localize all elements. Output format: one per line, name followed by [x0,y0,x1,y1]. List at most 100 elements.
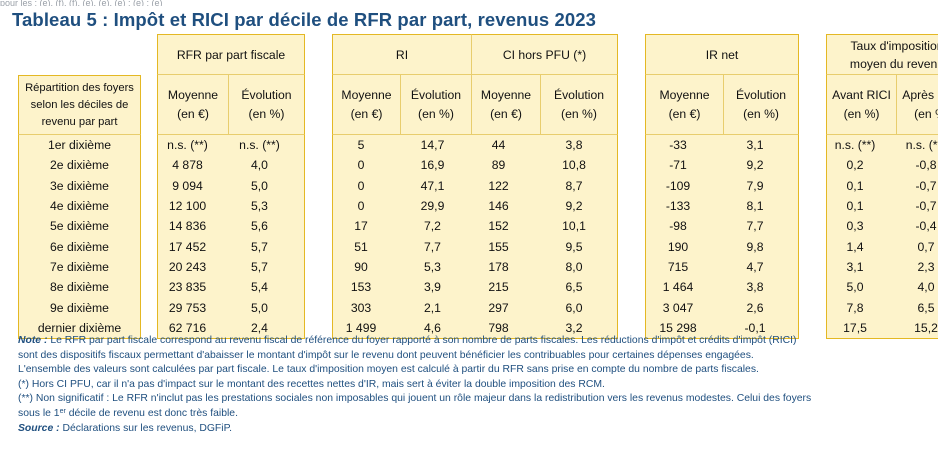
column-gap [799,256,827,278]
avant-rici-cell: 0,1 [826,175,898,196]
note-line-3: L'ensemble des valeurs sont calculées pa… [18,364,759,376]
ri-evolution-cell: 7,2 [401,216,472,237]
column-gap [141,155,157,176]
column-gap [799,297,827,318]
avant-rici-cell: n.s. (**) [826,135,898,156]
rfr-moyenne-cell: 20 243 [157,256,229,278]
ri-evolution-cell: 47,1 [401,175,472,196]
ci-moyenne-cell: 798 [472,317,541,339]
rfr-evolution-cell: 5,7 [229,236,305,257]
column-gap [141,317,157,339]
hdr-line: (en %) [248,106,285,121]
ir-evolution-cell: 7,9 [724,175,800,196]
ir-moyenne-cell: -133 [645,195,725,217]
apres-rici-header: Après RICI (en %) [897,75,938,135]
avant-rici-cell: 3,1 [826,256,898,278]
row-label: dernier dixième [18,317,141,339]
ri-moyenne-cell: 0 [332,195,401,217]
ri-evolution-header: Évolution (en %) [401,75,472,135]
column-gap [141,236,157,257]
column-gap [799,155,827,176]
ir-moyenne-cell: 190 [645,236,725,257]
column-gap [141,216,157,237]
rfr-evolution-header: Évolution (en %) [229,75,305,135]
ri-evolution-cell: 4,6 [401,317,472,339]
table-row: 1er dixième n.s. (**) n.s. (**) 5 14,7 44 3,8-… [18,135,938,156]
column-gap [618,155,646,176]
ci-moyenne-header: Moyenne (en €) [472,75,541,135]
ri-evolution-cell: 2,1 [401,297,472,318]
column-gap [618,236,646,257]
hdr-line: Avant RICI [832,87,891,102]
ir-moyenne-cell: 715 [645,256,725,278]
column-gap [305,256,332,278]
rfr-evolution-cell: n.s. (**) [229,135,305,156]
hdr-line: Évolution [241,87,292,102]
row-header: Répartition des foyers selon les déciles… [18,75,141,135]
ir-moyenne-cell: 15 298 [645,317,725,339]
ci-evolution-header: Évolution (en %) [541,75,619,135]
apres-rici-cell: 15,2 [897,317,938,339]
ri-moyenne-cell: 0 [332,155,401,176]
ri-moyenne-cell: 153 [332,277,401,298]
ir-evolution-cell: 9,2 [724,155,800,176]
column-gap [799,175,827,196]
table-row: 9e dixième 29 753 5,0 303 2,1 297 6,0 3 047 2,6 7… [18,297,938,318]
apres-rici-cell: 4,0 [897,277,938,298]
hdr-line: (en %) [418,106,454,121]
ri-moyenne-cell: 5 [332,135,401,156]
hdr-line: (en %) [843,106,880,121]
hdr-line: Évolution [410,87,462,102]
apres-rici-cell: -0,4 [897,216,938,237]
ir-evolution-cell: 4,7 [724,256,800,278]
ci-evolution-cell: 10,1 [541,216,619,237]
apres-rici-cell: 6,5 [897,297,938,318]
row-label: 6e dixième [18,236,141,257]
column-gap [305,175,332,196]
ci-moyenne-cell: 297 [472,297,541,318]
rfr-moyenne-cell: 23 835 [157,277,229,298]
ir-evolution-header: Évolution (en %) [724,75,800,135]
taux-line-1: Taux d'imposition [850,38,938,53]
apres-rici-cell: n.s. (**) [897,135,938,156]
column-gap [618,297,646,318]
avant-rici-cell: 5,0 [826,277,898,298]
star-note-1: (*) Hors CI PFU, car il n'a pas d'impact… [18,378,605,390]
ri-moyenne-cell: 90 [332,256,401,278]
table-row: dernier dixième 62 716 2,4 1 499 4,6 798 3,2 15… [18,317,938,339]
ci-moyenne-cell: 178 [472,256,541,278]
ci-moyenne-cell: 44 [472,135,541,156]
rfr-evolution-cell: 2,4 [229,317,305,339]
source-line: Source : Déclarations sur les revenus, D… [18,422,918,437]
rfr-moyenne-header: Moyenne (en €) [157,75,229,135]
note-line-1: Note : Le RFR par part fiscale correspon… [18,334,918,349]
row-label: 8e dixième [18,277,141,298]
ir-moyenne-cell: 1 464 [645,277,725,298]
hdr-line: (en %) [743,106,779,121]
avant-rici-cell: 0,1 [826,195,898,217]
star-2b-pre: sous le 1 [18,407,60,419]
taux-line-2: moyen du revenu [849,56,938,71]
hdr-line: Moyenne [659,87,710,102]
row-header-line-1: Répartition des foyers [25,81,134,94]
ci-moyenne-cell: 215 [472,277,541,298]
avant-rici-cell: 1,4 [826,236,898,257]
column-gap [799,195,827,217]
hdr-line: Évolution [735,87,787,102]
rfr-evolution-cell: 5,6 [229,216,305,237]
apres-rici-cell: -0,7 [897,195,938,217]
ci-evolution-cell: 8,7 [541,175,619,196]
note-text-1: Le RFR par part fiscale correspond au re… [50,335,797,346]
column-gap [305,135,332,156]
apres-rici-cell: -0,8 [897,155,938,176]
ir-evolution-cell: 9,8 [724,236,800,257]
note-label: Note : [18,335,48,346]
ri-evolution-cell: 16,9 [401,155,472,176]
hdr-line: Moyenne [341,87,392,102]
column-gap [799,277,827,298]
ir-evolution-cell: 3,8 [724,277,800,298]
column-gap [305,155,332,176]
ri-evolution-cell: 29,9 [401,195,472,217]
notes-block: Note : Le RFR par part fiscale correspon… [18,334,918,436]
rfr-evolution-cell: 5,7 [229,256,305,278]
